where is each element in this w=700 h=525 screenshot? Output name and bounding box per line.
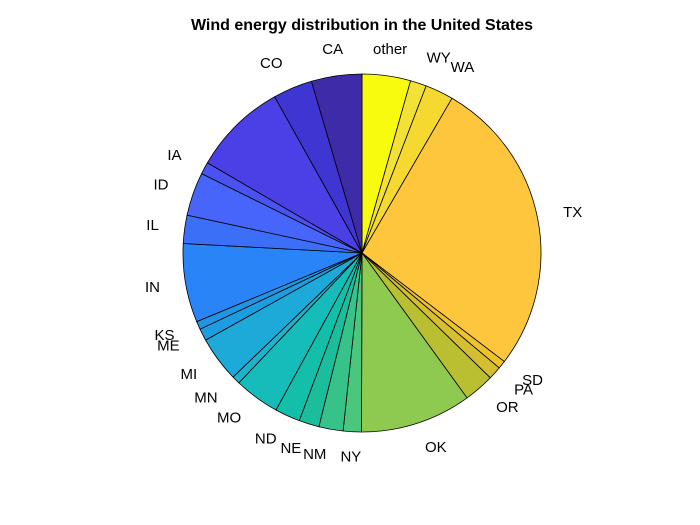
pie-label-il: IL xyxy=(146,217,159,234)
pie-label-ca: CA xyxy=(322,41,343,58)
pie-slice-ca xyxy=(311,73,363,254)
pie-label-mi: MI xyxy=(181,366,198,383)
pie-label-other: other xyxy=(373,41,407,58)
pie-label-wa: WA xyxy=(451,59,475,76)
pie-label-sd: SD xyxy=(522,372,543,389)
pie-label-mn: MN xyxy=(194,389,217,406)
pie-label-tx: TX xyxy=(563,204,582,221)
pie-label-ny: NY xyxy=(340,449,361,466)
pie-label-ne: NE xyxy=(280,440,301,457)
pie-slice-tx xyxy=(361,97,542,362)
pie-label-in: IN xyxy=(145,279,160,296)
pie-slice-unlabeled-21 xyxy=(207,96,363,254)
pie-label-id: ID xyxy=(154,176,169,193)
pie-label-wy: WY xyxy=(427,49,451,66)
pie-label-or: OR xyxy=(496,399,519,416)
pie-label-ks: KS xyxy=(154,327,174,344)
pie-label-nd: ND xyxy=(255,430,277,447)
pie-label-ok: OK xyxy=(425,439,447,456)
chart-title: Wind energy distribution in the United S… xyxy=(191,17,533,34)
pie-label-pa: PA xyxy=(514,381,533,398)
pie-label-mo: MO xyxy=(217,410,241,427)
pie-label-me: ME xyxy=(157,338,180,355)
pie-slice-ok xyxy=(361,252,468,433)
pie-slices xyxy=(182,73,542,433)
pie-label-nm: NM xyxy=(303,446,326,463)
pie-label-co: CO xyxy=(260,55,283,72)
pie-label-ia: IA xyxy=(167,147,181,164)
